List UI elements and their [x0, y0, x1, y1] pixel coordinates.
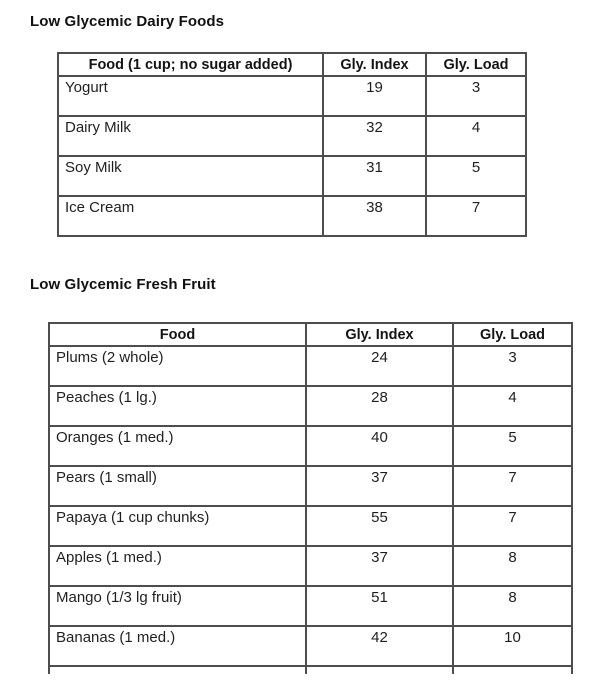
gly-load-cell: 8: [452, 545, 573, 587]
food-cell: Plums (2 whole): [48, 345, 307, 387]
gly-index-cell: 37: [305, 545, 454, 587]
gly-index-cell: 40: [305, 425, 454, 467]
gly-load-cell: 3: [425, 75, 527, 117]
gly-index-cell: [305, 665, 454, 674]
gly-index-cell: 51: [305, 585, 454, 627]
dairy-table: Food (1 cup; no sugar added) Gly. Index …: [57, 52, 527, 237]
table-row: Pears (1 small) 37 7: [48, 465, 573, 507]
food-cell: Mango (1/3 lg fruit): [48, 585, 307, 627]
gly-load-cell: 10: [452, 625, 573, 667]
dairy-table-container: Food (1 cup; no sugar added) Gly. Index …: [57, 52, 527, 237]
gly-index-cell: 31: [322, 155, 427, 197]
dairy-header-row: Food (1 cup; no sugar added) Gly. Index …: [57, 52, 527, 77]
gly-load-cell: 7: [452, 505, 573, 547]
food-cell: Bananas (1 med.): [48, 625, 307, 667]
section-title-fruit: Low Glycemic Fresh Fruit: [30, 276, 216, 293]
gly-index-cell: 24: [305, 345, 454, 387]
fruit-column-header-gly-load: Gly. Load: [452, 322, 573, 347]
fruit-table: Food Gly. Index Gly. Load Plums (2 whole…: [48, 322, 573, 674]
fruit-column-header-gly-index: Gly. Index: [305, 322, 454, 347]
clipped-partial-row: [48, 665, 573, 674]
food-cell: [48, 665, 307, 674]
table-row: Plums (2 whole) 24 3: [48, 345, 573, 387]
table-row: Ice Cream 38 7: [57, 195, 527, 237]
fruit-header-row: Food Gly. Index Gly. Load: [48, 322, 573, 347]
food-cell: Peaches (1 lg.): [48, 385, 307, 427]
table-row: Oranges (1 med.) 40 5: [48, 425, 573, 467]
gly-load-cell: 7: [425, 195, 527, 237]
dairy-column-header-food: Food (1 cup; no sugar added): [57, 52, 324, 77]
gly-load-cell: 5: [425, 155, 527, 197]
gly-load-cell: 8: [452, 585, 573, 627]
table-row: Papaya (1 cup chunks) 55 7: [48, 505, 573, 547]
dairy-column-header-gly-load: Gly. Load: [425, 52, 527, 77]
gly-load-cell: [452, 665, 573, 674]
gly-index-cell: 19: [322, 75, 427, 117]
table-row: Peaches (1 lg.) 28 4: [48, 385, 573, 427]
food-cell: Apples (1 med.): [48, 545, 307, 587]
table-row: Yogurt 19 3: [57, 75, 527, 117]
food-cell: Dairy Milk: [57, 115, 324, 157]
gly-index-cell: 28: [305, 385, 454, 427]
table-row: Dairy Milk 32 4: [57, 115, 527, 157]
table-row: Soy Milk 31 5: [57, 155, 527, 197]
gly-index-cell: 38: [322, 195, 427, 237]
gly-index-cell: 42: [305, 625, 454, 667]
dairy-column-header-gly-index: Gly. Index: [322, 52, 427, 77]
fruit-table-container: Food Gly. Index Gly. Load Plums (2 whole…: [48, 322, 573, 674]
food-cell: Soy Milk: [57, 155, 324, 197]
gly-load-cell: 4: [452, 385, 573, 427]
food-cell: Pears (1 small): [48, 465, 307, 507]
section-title-dairy: Low Glycemic Dairy Foods: [30, 13, 225, 30]
table-row: Bananas (1 med.) 42 10: [48, 625, 573, 667]
gly-index-cell: 37: [305, 465, 454, 507]
gly-load-cell: 7: [452, 465, 573, 507]
fruit-column-header-food: Food: [48, 322, 307, 347]
food-cell: Oranges (1 med.): [48, 425, 307, 467]
gly-index-cell: 32: [322, 115, 427, 157]
food-cell: Yogurt: [57, 75, 324, 117]
gly-index-cell: 55: [305, 505, 454, 547]
gly-load-cell: 5: [452, 425, 573, 467]
gly-load-cell: 3: [452, 345, 573, 387]
gly-load-cell: 4: [425, 115, 527, 157]
food-cell: Papaya (1 cup chunks): [48, 505, 307, 547]
table-row: Mango (1/3 lg fruit) 51 8: [48, 585, 573, 627]
table-row: Apples (1 med.) 37 8: [48, 545, 573, 587]
food-cell: Ice Cream: [57, 195, 324, 237]
